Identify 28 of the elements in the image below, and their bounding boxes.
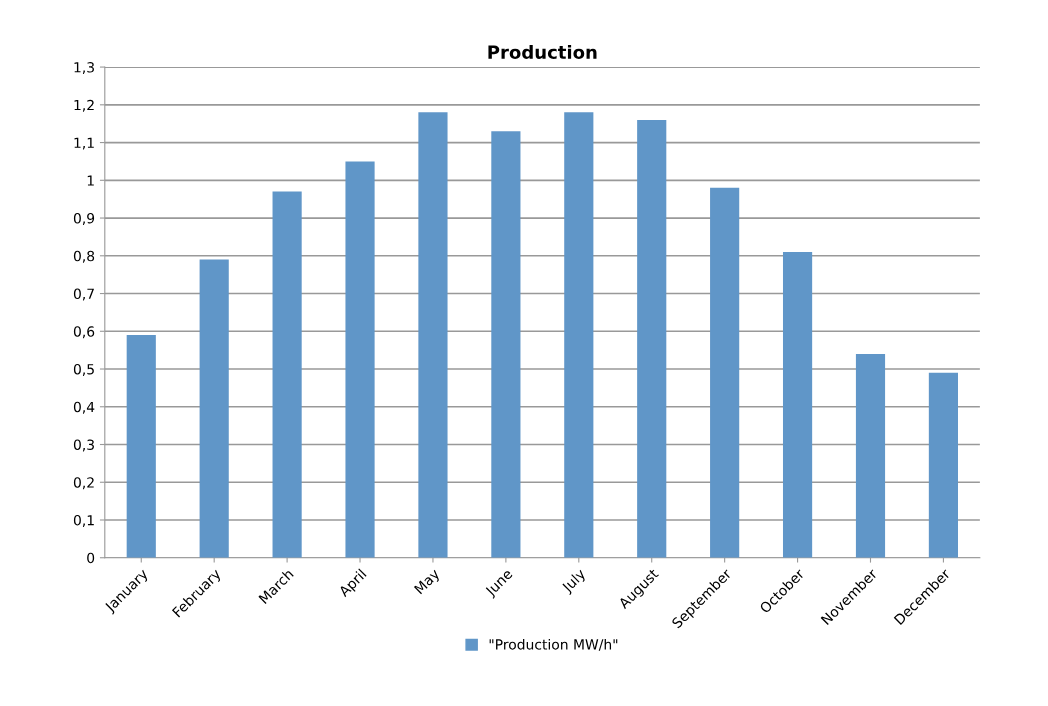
bar [782, 252, 813, 558]
bar [491, 131, 521, 558]
y-tick-label: 0,6 [73, 326, 95, 339]
bar [637, 119, 667, 558]
y-tick-label: 0,8 [73, 250, 95, 263]
bar [855, 353, 886, 558]
bar [928, 372, 958, 558]
chart-title: Production [488, 45, 597, 59]
y-tick-label: 0,3 [73, 439, 94, 452]
y-tick-label: 0,7 [73, 288, 94, 301]
y-tick-label: 0,1 [73, 514, 94, 527]
y-tick-label: 0,2 [73, 477, 94, 490]
bar [564, 112, 594, 558]
y-tick-label: 0,4 [73, 401, 95, 414]
y-tick-label: 1,3 [74, 62, 94, 74]
y-tick-label: 1 [87, 175, 94, 186]
y-tick-label: 1,1 [74, 137, 94, 150]
legend-label: "Production MW/h" [489, 638, 618, 651]
y-tick-label: 0,9 [73, 213, 95, 225]
bar [710, 187, 740, 558]
bar [272, 191, 302, 558]
y-tick-label: 0 [87, 552, 95, 564]
y-tick-label: 0,5 [73, 363, 94, 376]
bar [199, 259, 229, 558]
bar [126, 335, 156, 558]
bar [345, 161, 375, 558]
bar [418, 112, 448, 558]
y-tick-label: 1,2 [74, 99, 94, 112]
